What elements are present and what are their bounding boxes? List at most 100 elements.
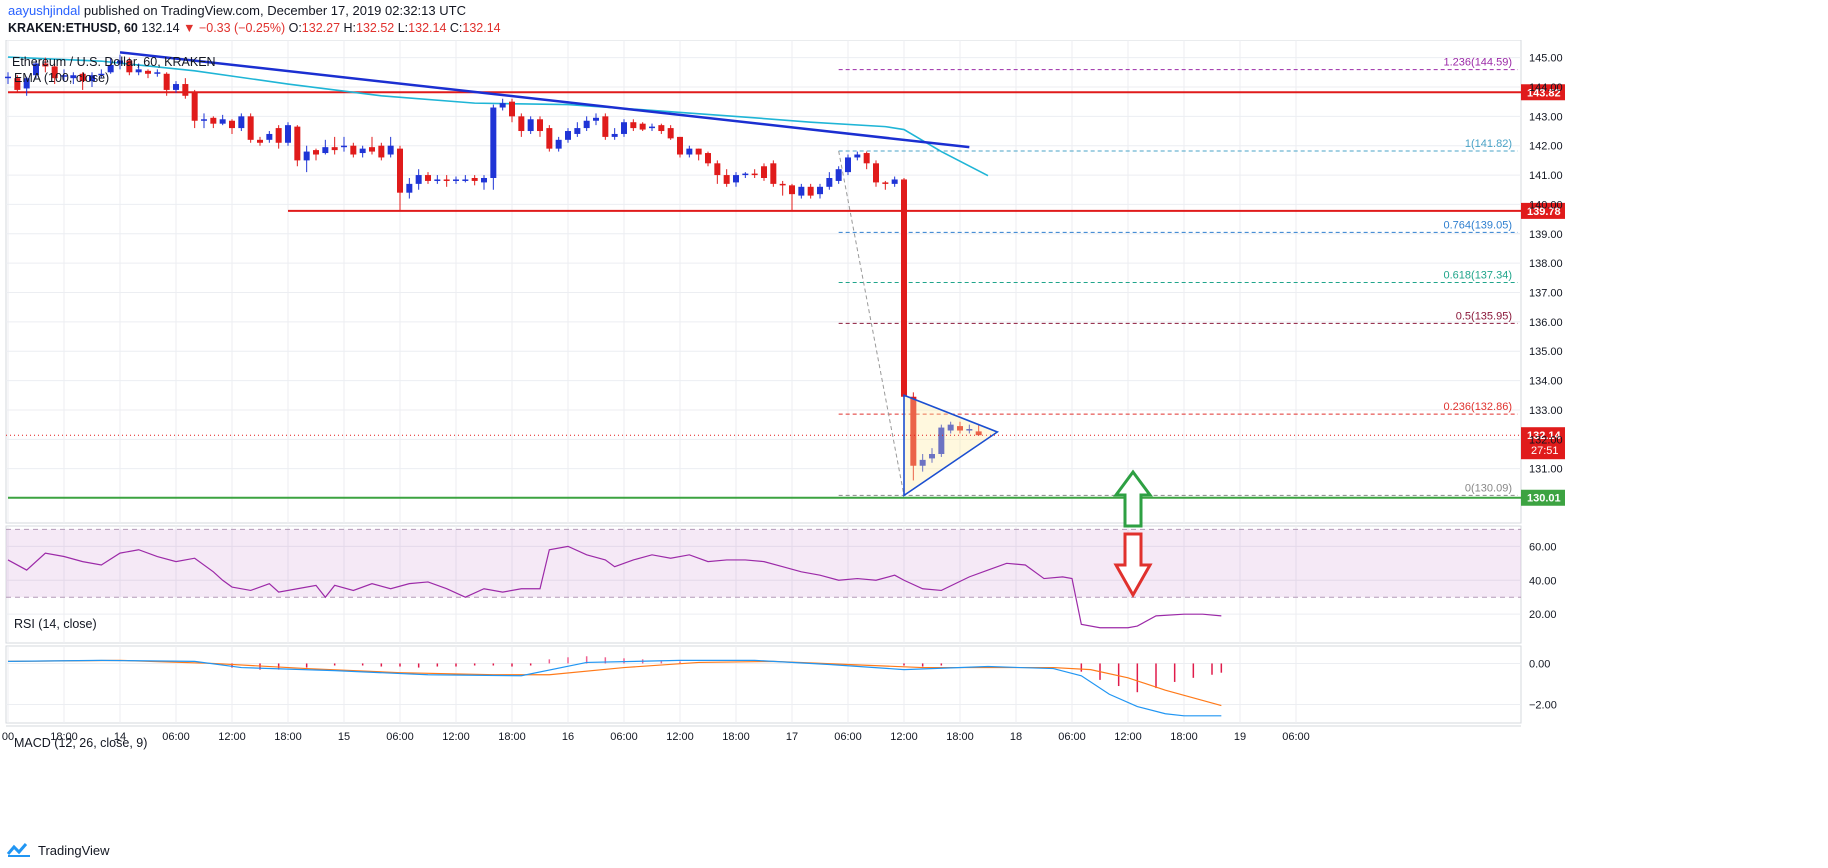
candle-body: [854, 154, 861, 158]
x-tick-label: 18:00: [946, 731, 974, 743]
x-tick-label: 14: [114, 731, 126, 743]
candle-body: [490, 107, 497, 178]
candle-body: [910, 396, 917, 466]
y-tick-label: 143.00: [1529, 111, 1563, 123]
candle-body: [378, 145, 385, 158]
candle-body: [929, 454, 935, 459]
candle-body: [257, 139, 263, 143]
candle-body: [518, 116, 525, 132]
fib-label-0: 0(130.09): [1465, 482, 1512, 494]
y-tick-label: 133.00: [1529, 405, 1563, 417]
candle-body: [649, 126, 655, 129]
countdown-text: 27:51: [1531, 445, 1559, 457]
candle-body: [481, 178, 487, 183]
candle-body: [695, 148, 702, 155]
y-tick-label: 132.00: [1529, 434, 1563, 446]
candle-body: [415, 175, 422, 184]
x-tick-label: 18: [1010, 731, 1022, 743]
high-label: H:: [343, 21, 357, 35]
candle-body: [247, 116, 254, 140]
pane-frame: [5, 645, 1522, 724]
candle-body: [126, 60, 133, 73]
low-value: 132.14: [408, 21, 447, 35]
fib-label-1.236: 1.236(144.59): [1444, 57, 1513, 69]
candle-body: [751, 173, 758, 176]
candle-body: [5, 76, 11, 79]
chart-canvas[interactable]: 1.236(144.59) 1(141.82) 0.764(139.05) 0.618…: [0, 40, 1828, 860]
candle-body: [182, 84, 189, 96]
fib-connector: [838, 150, 905, 496]
symbol-info: KRAKEN:ETHUSD, 60 132.14 ▼ −0.33 (−0.25%…: [8, 21, 501, 35]
y-tick-label: 140.00: [1529, 199, 1563, 211]
close-value: 132.14: [462, 21, 501, 35]
candle-body: [117, 60, 123, 64]
x-tick-label: 18:00: [50, 731, 78, 743]
high-value: 132.52: [356, 21, 395, 35]
price-tag-143.82: [1521, 84, 1565, 101]
macd-legend: MACD (12, 26, close, 9): [14, 736, 147, 750]
candle-body: [173, 84, 179, 90]
candle-body: [705, 153, 711, 164]
y-tick-label: 138.00: [1529, 258, 1563, 270]
x-tick-label: 12:00: [218, 731, 246, 743]
chart-title: Ethereum / U.S. Dollar, 60, KRAKEN: [12, 55, 216, 69]
x-tick-label: 18:00: [722, 731, 750, 743]
candle-body: [938, 427, 945, 454]
last-price-tag: [1521, 427, 1565, 460]
candle-body: [602, 116, 609, 137]
drawings: 132.14 27:51: [6, 51, 1565, 497]
candle-body: [51, 66, 58, 79]
tradingview-brand[interactable]: TradingView: [6, 842, 110, 858]
pane-frame: [5, 40, 1522, 524]
candle-body: [443, 179, 450, 181]
candle-body: [145, 70, 151, 74]
x-tick-label: 17: [786, 731, 798, 743]
macd-line: [7, 659, 1222, 717]
symbol-name: KRAKEN:ETHUSD, 60: [8, 21, 138, 35]
open-label: O:: [288, 21, 302, 35]
candle-body: [630, 122, 637, 129]
candle-body: [957, 426, 963, 431]
y-tick-label: 134.00: [1529, 376, 1563, 388]
grid: [5, 40, 1522, 724]
y-tick-label: 131.00: [1529, 464, 1563, 476]
candle-body: [873, 163, 879, 183]
rsi-line: [7, 545, 1222, 629]
y-tick-label: 141.00: [1529, 170, 1563, 182]
candle-body: [509, 101, 515, 117]
rsi-tick-label: 40.00: [1529, 575, 1557, 587]
macd-tick-label: −2.00: [1529, 700, 1557, 712]
brand-name: TradingView: [38, 842, 110, 858]
candle-body: [761, 166, 767, 178]
x-tick-label: 15: [338, 731, 350, 743]
candle-body: [499, 103, 506, 108]
x-tick-label: 18:00: [1170, 731, 1198, 743]
candle-body: [219, 119, 226, 124]
price-tag-text-139.78: 139.78: [1527, 206, 1561, 218]
y-tick-label: 139.00: [1529, 229, 1563, 241]
y-tick-label: 144.00: [1529, 82, 1563, 94]
low-label: L:: [397, 21, 409, 35]
candle-body: [14, 78, 21, 90]
ema-legend: EMA (100, close): [14, 71, 109, 85]
candle-body: [798, 186, 805, 196]
candle-body: [845, 157, 851, 173]
candle-body: [42, 63, 49, 67]
candle-body: [835, 169, 842, 181]
horizontal-levels: 143.82 139.78 130.01: [8, 84, 1565, 506]
candle-body: [266, 133, 273, 140]
x-tick-label: 18:00: [274, 731, 302, 743]
author-link[interactable]: aayushjindal: [8, 3, 81, 18]
candle-body: [527, 119, 534, 132]
x-tick-label: 19: [1234, 731, 1246, 743]
candle-body: [285, 125, 291, 143]
candle-body: [303, 151, 310, 161]
candle-body: [98, 73, 105, 76]
price-change: ▼ −0.33 (−0.25%): [183, 21, 286, 35]
candle-body: [425, 175, 431, 181]
tradingview-logo-icon: [6, 843, 30, 857]
price-tag-text-130.01: 130.01: [1527, 493, 1561, 505]
publish-info: aayushjindal published on TradingView.co…: [8, 3, 466, 18]
candle-body: [919, 459, 926, 466]
candle-body: [677, 136, 683, 155]
